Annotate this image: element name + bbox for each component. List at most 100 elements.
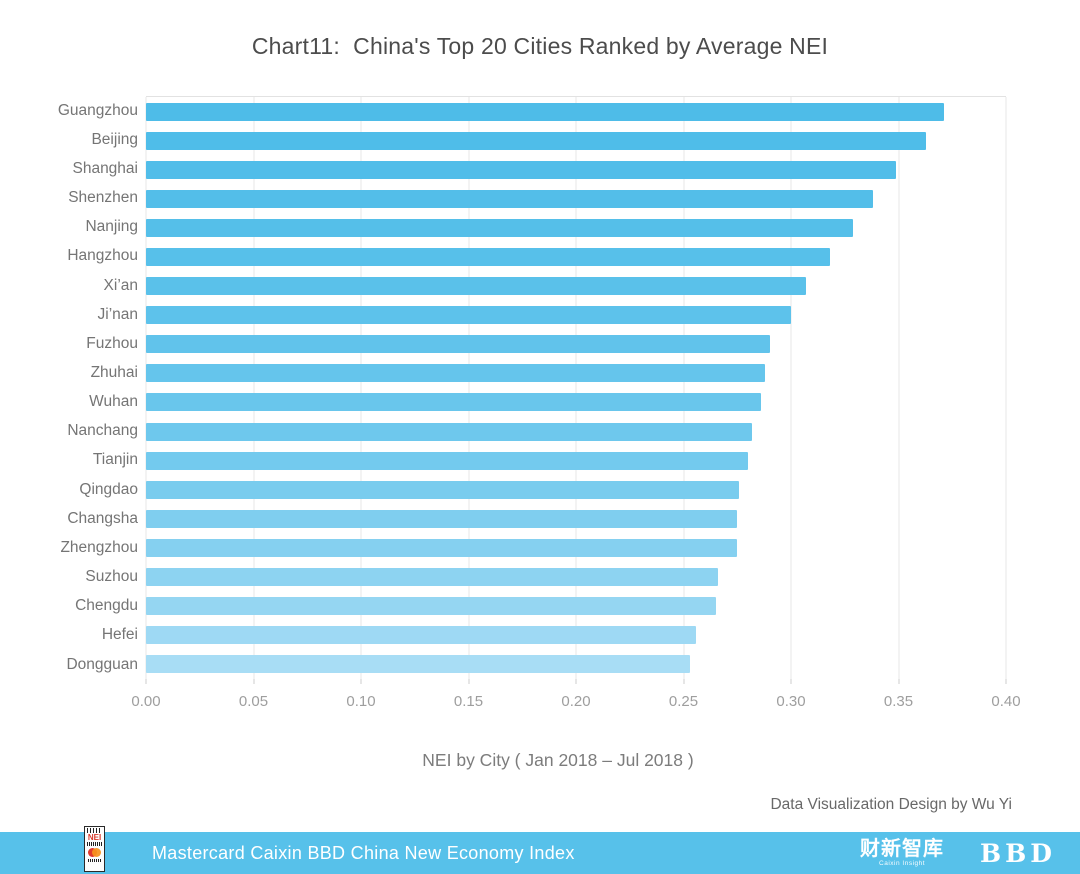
nei-logo-text: NEI <box>87 833 102 842</box>
barcode-stripes-icon <box>87 842 102 846</box>
x-tick-label: 0.05 <box>238 693 269 710</box>
gridline <box>683 97 684 679</box>
x-tick-mark <box>468 679 469 684</box>
category-label: Guangzhou <box>57 101 138 119</box>
bar <box>146 480 740 499</box>
category-label: Nanchang <box>67 422 138 440</box>
caixin-insight-logo: 财新智库 Caixin Insight <box>860 839 944 868</box>
category-label: Nanjing <box>85 218 138 236</box>
gridline <box>575 97 577 679</box>
x-tick-mark <box>253 679 254 684</box>
bar <box>146 131 927 150</box>
bar-row <box>146 155 1006 184</box>
mastercard-circles-icon <box>87 848 102 857</box>
bar-row <box>146 330 1006 359</box>
orange-circle-icon <box>92 848 101 857</box>
category-label: Zhuhai <box>90 363 138 381</box>
category-label: Xi’an <box>103 276 138 294</box>
bar-row <box>146 184 1006 213</box>
category-label: Tianjin <box>92 451 138 469</box>
category-label: Wuhan <box>89 393 138 411</box>
chart-title: Chart11: China's Top 20 Cities Ranked by… <box>251 33 829 59</box>
bar-row <box>146 621 1006 650</box>
gridline <box>1005 97 1007 679</box>
bar <box>146 393 761 412</box>
x-tick-label: 0.30 <box>776 693 806 710</box>
bbd-logo: BBD <box>980 838 1056 868</box>
bar-row <box>146 446 1006 475</box>
bar-row <box>146 213 1006 242</box>
category-label: Hefei <box>101 626 138 644</box>
x-tick-mark <box>145 679 147 684</box>
category-label: Zhengzhou <box>60 538 138 556</box>
bar <box>146 277 807 296</box>
x-tick-label: 0.35 <box>883 693 914 710</box>
credit-line: Data Visualization Design by Wu Yi <box>770 796 1012 813</box>
gridlines <box>145 97 1007 679</box>
bar-row <box>146 592 1006 621</box>
x-tick-mark <box>575 679 577 684</box>
bar <box>146 189 873 208</box>
bar-row <box>146 97 1006 126</box>
footer-logos: 财新智库 Caixin Insight BBD <box>860 832 1056 874</box>
bar-row <box>146 388 1006 417</box>
bar <box>146 102 944 121</box>
category-label: Fuzhou <box>86 334 138 352</box>
bar-row <box>146 126 1006 155</box>
x-axis: 0.00 0.05 0.10 0.15 0.20 0.25 0.30 0.35 0.40 <box>131 679 1021 719</box>
category-label: Beijing <box>91 130 138 148</box>
bar-row <box>146 650 1006 679</box>
bar <box>146 218 854 237</box>
bar-row <box>146 272 1006 301</box>
bar-row <box>146 533 1006 562</box>
bar <box>146 248 830 267</box>
x-tick-label: 0.40 <box>991 693 1021 710</box>
bar <box>146 422 753 441</box>
category-label: Ji’nan <box>97 305 139 323</box>
category-label: Changsha <box>67 509 138 527</box>
bar <box>146 568 718 587</box>
category-label: Hangzhou <box>67 247 138 265</box>
category-label: Shenzhen <box>68 189 138 207</box>
x-axis-caption: NEI by City ( Jan 2018 – Jul 2018 ) <box>422 750 694 770</box>
x-tick-mark <box>1005 679 1007 684</box>
bar-row <box>146 475 1006 504</box>
bar-rows <box>146 97 1006 679</box>
bar <box>146 160 897 179</box>
bar-row <box>146 301 1006 330</box>
bar-row <box>146 563 1006 592</box>
category-label: Suzhou <box>85 568 138 586</box>
bar <box>146 335 770 354</box>
x-tick-label: 0.25 <box>668 693 699 710</box>
barcode-stripes-icon <box>88 859 101 862</box>
x-tick-mark <box>790 679 792 684</box>
x-tick-label: 0.00 <box>131 693 161 710</box>
x-tick-mark <box>360 679 362 684</box>
bar <box>146 364 766 383</box>
bar <box>146 597 716 616</box>
category-label: Dongguan <box>66 655 138 673</box>
category-labels: Guangzhou Beijing Shanghai Shenzhen Nanjing H… <box>0 96 138 679</box>
bar <box>146 655 690 674</box>
nei-card-logo: NEI <box>84 826 105 872</box>
x-tick-label: 0.10 <box>346 693 376 710</box>
bar <box>146 626 697 645</box>
footer-title: Mastercard Caixin BBD China New Economy … <box>152 842 575 863</box>
x-tick-label: 0.15 <box>453 693 484 710</box>
gridline <box>898 97 899 679</box>
gridline <box>468 97 469 679</box>
bar <box>146 509 738 528</box>
gridline <box>253 97 254 679</box>
bar <box>146 306 791 325</box>
bar <box>146 451 748 470</box>
x-tick-mark <box>683 679 684 684</box>
x-tick-mark <box>898 679 899 684</box>
bar <box>146 538 738 557</box>
caixin-logo-subtext: Caixin Insight <box>879 859 926 867</box>
bar-row <box>146 504 1006 533</box>
plot-area <box>145 96 1007 679</box>
gridline <box>360 97 362 679</box>
category-label: Shanghai <box>72 159 138 177</box>
gridline <box>790 97 792 679</box>
